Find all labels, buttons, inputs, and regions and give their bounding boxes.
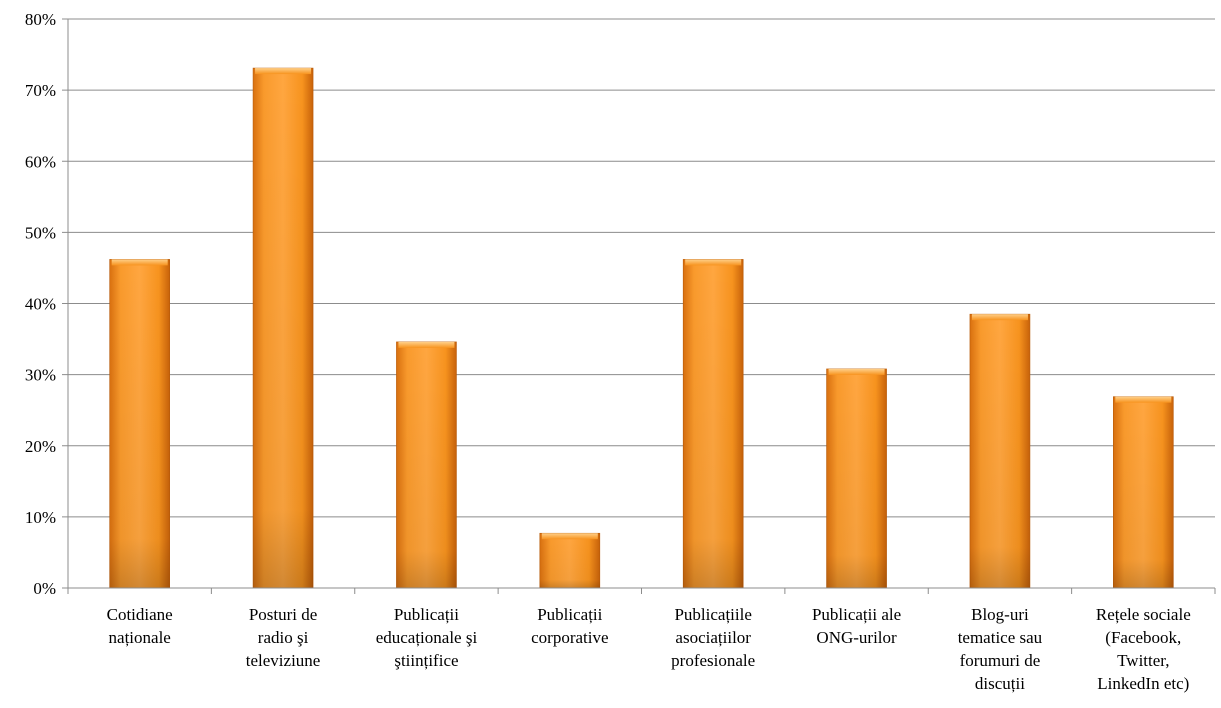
bar-shade <box>826 368 887 588</box>
bar-shade <box>253 68 314 589</box>
axes <box>67 19 1216 594</box>
bar <box>396 341 457 589</box>
x-tick-label-line: forumuri de <box>960 651 1041 670</box>
bar <box>969 313 1031 589</box>
x-tick-label-line: profesionale <box>671 651 755 670</box>
x-tick-label-line: educaționale şi <box>376 628 478 647</box>
y-tick-label: 30% <box>25 366 56 385</box>
x-tick-label-line: (Facebook, <box>1105 628 1181 647</box>
y-tick-label: 60% <box>25 152 56 171</box>
x-axis-labels: Cotidiane naționale Posturi de radio şi tele… <box>107 605 1191 693</box>
x-tick-label-line: corporative <box>531 628 608 647</box>
y-tick-label: 50% <box>25 223 56 242</box>
x-tick-label-line: Publicații <box>394 605 459 624</box>
x-tick-label: Rețele sociale (Facebook, Twitter, LinkedIn… <box>1096 605 1191 693</box>
x-tick-label-line: Publicațiile <box>674 605 751 624</box>
x-tick-label-line: Blog-uri <box>971 605 1029 624</box>
bar-shade <box>109 259 170 588</box>
x-tick-label-line: radio şi <box>258 628 309 647</box>
bar <box>826 368 887 589</box>
bar-shade <box>539 533 600 588</box>
y-tick-label: 40% <box>25 295 56 314</box>
x-tick-label-line: tematice sau <box>958 628 1043 647</box>
bar-cap <box>398 341 455 348</box>
x-tick-label: Publicații corporative <box>531 605 608 647</box>
x-tick-label-line: televiziune <box>246 651 321 670</box>
x-tick-label: Publicații ale ONG-urilor <box>812 605 901 647</box>
bar-cap <box>255 68 312 75</box>
y-tick-label: 80% <box>25 10 56 29</box>
x-tick-label-line: discuții <box>975 674 1025 693</box>
x-tick-label: Publicațiile asociațiilor profesionale <box>671 605 755 670</box>
bar <box>1113 396 1174 589</box>
bar-cap <box>111 259 168 266</box>
bar-cap <box>685 259 742 266</box>
x-tick-label: Publicații educaționale şi ştiințifice <box>376 605 478 670</box>
bar <box>682 259 744 589</box>
bar-shade <box>683 259 744 588</box>
bar-shade <box>396 341 457 588</box>
x-tick-label-line: Publicații <box>537 605 602 624</box>
x-tick-label: Cotidiane naționale <box>107 605 173 647</box>
bar <box>539 532 601 589</box>
bar-shade <box>969 314 1030 588</box>
gridlines <box>68 18 1215 518</box>
bar-cap <box>971 314 1028 321</box>
x-tick-label-line: Twitter, <box>1117 651 1169 670</box>
x-tick-label-line: Cotidiane <box>107 605 173 624</box>
y-tick-label: 0% <box>33 579 56 598</box>
bars <box>109 67 1174 589</box>
y-axis-ticks: 0% 10% 20% 30% 40% 50% 60% 70% 80% <box>25 10 68 598</box>
x-tick-label-line: Publicații ale <box>812 605 901 624</box>
y-tick-label: 20% <box>25 437 56 456</box>
x-tick-label-line: asociațiilor <box>675 628 751 647</box>
y-tick-label: 10% <box>25 508 56 527</box>
x-tick-label-line: Posturi de <box>249 605 317 624</box>
bar <box>109 259 170 589</box>
bar <box>252 67 314 589</box>
bar-cap <box>828 368 885 375</box>
x-tick-label-line: Rețele sociale <box>1096 605 1191 624</box>
x-tick-label-line: ştiințifice <box>394 651 458 670</box>
bar-shade <box>1113 396 1174 588</box>
x-tick-label: Blog-uri tematice sau forumuri de discuții <box>958 605 1043 693</box>
y-tick-label: 70% <box>25 81 56 100</box>
bar-cap <box>541 533 598 540</box>
x-tick-label-line: naționale <box>109 628 171 647</box>
x-tick-label-line: ONG-urilor <box>816 628 897 647</box>
x-tick-label: Posturi de radio şi televiziune <box>246 605 321 670</box>
bar-cap <box>1115 396 1172 403</box>
x-tick-label-line: LinkedIn etc) <box>1097 674 1189 693</box>
